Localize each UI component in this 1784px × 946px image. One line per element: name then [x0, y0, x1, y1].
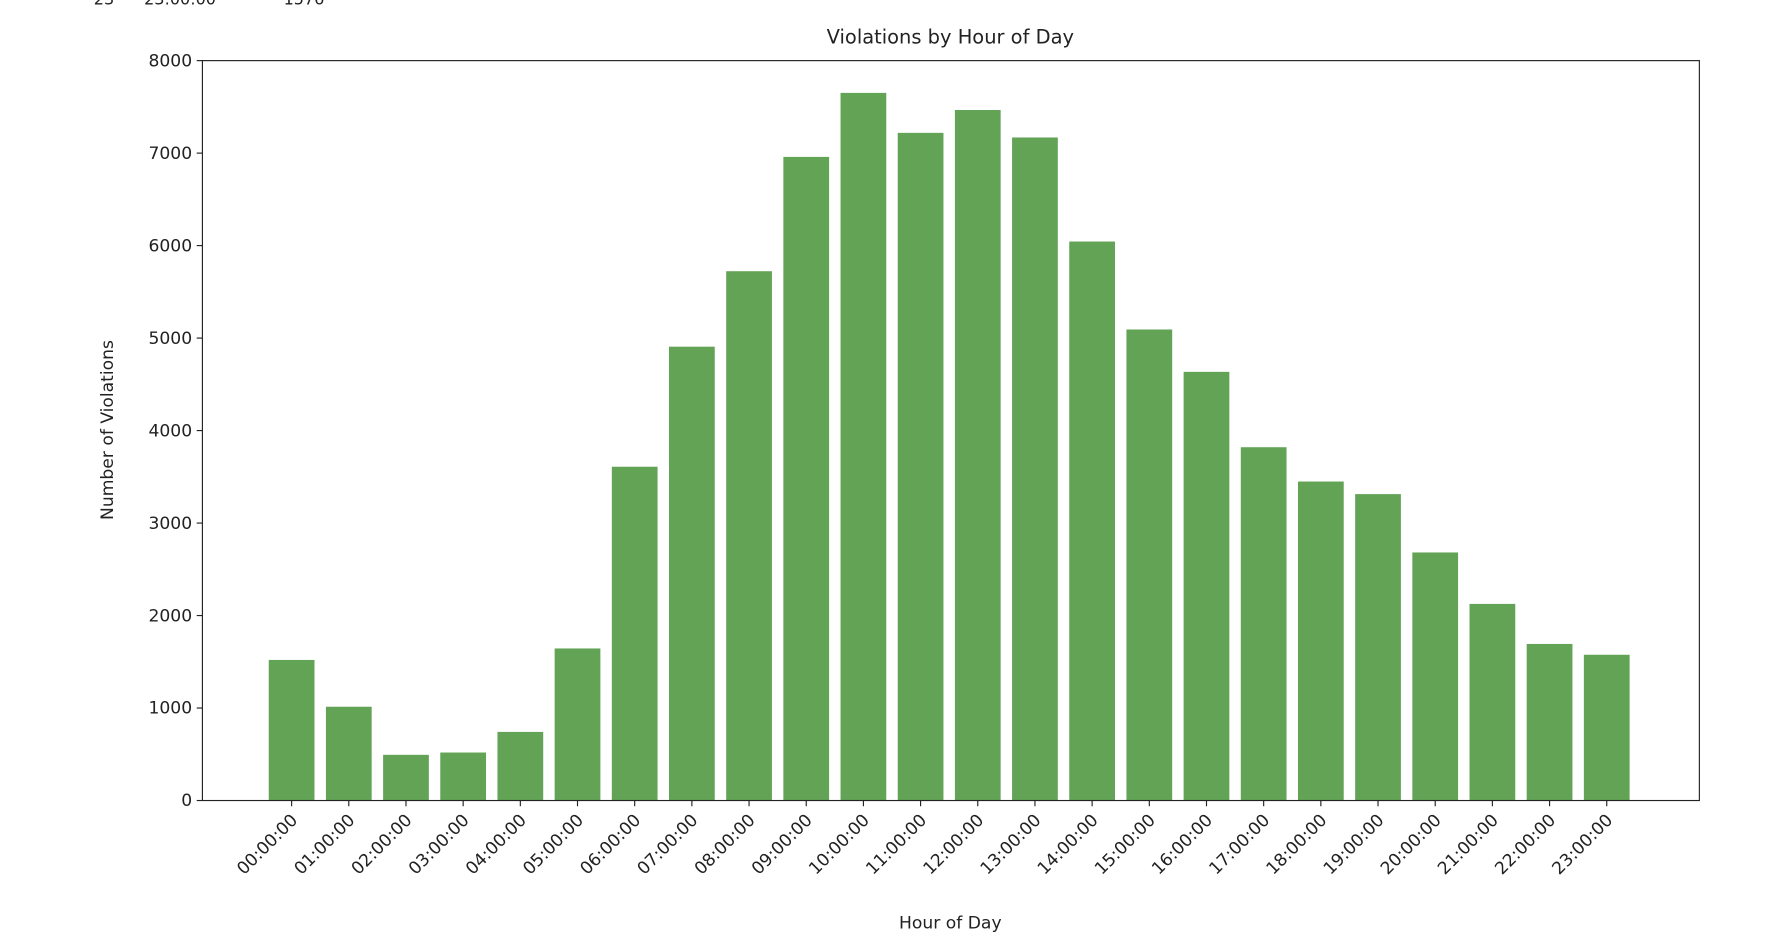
x-tick-label: 09:00:00	[748, 811, 817, 880]
y-tick-label: 2000	[148, 606, 192, 626]
x-tick-label: 18:00:00	[1263, 811, 1332, 880]
bar	[1012, 137, 1058, 801]
bar	[1297, 481, 1344, 801]
bar	[1355, 494, 1401, 801]
x-tick-label: 19:00:00	[1320, 811, 1389, 880]
x-tick-label: 22:00:00	[1491, 811, 1560, 880]
x-tick-label: 20:00:00	[1377, 811, 1446, 880]
bar	[840, 92, 887, 801]
bar	[383, 754, 429, 801]
output-fragment: 1576	[284, 0, 325, 9]
y-tick-label: 1000	[148, 699, 192, 719]
plot-frame	[201, 60, 1700, 802]
x-tick-label: 12:00:00	[920, 811, 989, 880]
bar	[783, 156, 830, 801]
bar	[954, 110, 1001, 801]
bar	[1126, 329, 1173, 801]
bar	[554, 648, 601, 801]
x-tick-label: 21:00:00	[1434, 811, 1503, 880]
bar	[440, 752, 487, 801]
x-tick-label: 11:00:00	[862, 811, 931, 880]
bar	[1583, 654, 1630, 801]
x-tick-label: 05:00:00	[519, 811, 588, 880]
bar	[669, 346, 715, 801]
y-tick-label: 0	[181, 791, 192, 811]
x-tick-label: 04:00:00	[462, 811, 531, 880]
y-tick-label: 4000	[148, 421, 192, 441]
bar	[1526, 643, 1573, 801]
y-tick-label: 7000	[148, 144, 192, 164]
y-tick-label: 5000	[148, 329, 192, 349]
bar	[897, 132, 944, 801]
y-axis-label: Number of Violations	[98, 340, 118, 520]
x-tick-label: 02:00:00	[348, 811, 417, 880]
x-axis-label: Hour of Day	[899, 914, 1002, 934]
bar	[325, 706, 372, 801]
bar	[268, 659, 315, 801]
bar	[1469, 603, 1516, 801]
x-tick-label: 14:00:00	[1034, 811, 1103, 880]
output-fragment: 23	[94, 0, 114, 9]
bar	[497, 731, 544, 801]
y-tick-label: 3000	[148, 514, 192, 534]
output-fragment: 23:00:00	[144, 0, 216, 9]
x-tick-label: 07:00:00	[634, 811, 703, 880]
x-tick-label: 00:00:00	[233, 811, 302, 880]
x-tick-label: 10:00:00	[805, 811, 874, 880]
bar	[1183, 371, 1230, 801]
y-tick-label: 8000	[148, 51, 192, 71]
x-tick-label: 01:00:00	[291, 811, 360, 880]
bar	[1069, 241, 1115, 801]
y-tick-label: 6000	[148, 236, 192, 256]
chart-title: Violations by Hour of Day	[827, 25, 1074, 48]
bar	[1412, 552, 1459, 801]
x-tick-label: 08:00:00	[691, 811, 760, 880]
bar	[1240, 447, 1287, 801]
x-tick-label: 23:00:00	[1549, 811, 1618, 880]
x-tick-label: 15:00:00	[1091, 811, 1160, 880]
bar	[726, 271, 772, 801]
x-tick-label: 13:00:00	[977, 811, 1046, 880]
x-tick-label: 16:00:00	[1148, 811, 1217, 880]
bar	[611, 466, 658, 801]
x-tick-label: 06:00:00	[577, 811, 646, 880]
x-tick-label: 03:00:00	[405, 811, 474, 880]
x-tick-label: 17:00:00	[1205, 811, 1274, 880]
